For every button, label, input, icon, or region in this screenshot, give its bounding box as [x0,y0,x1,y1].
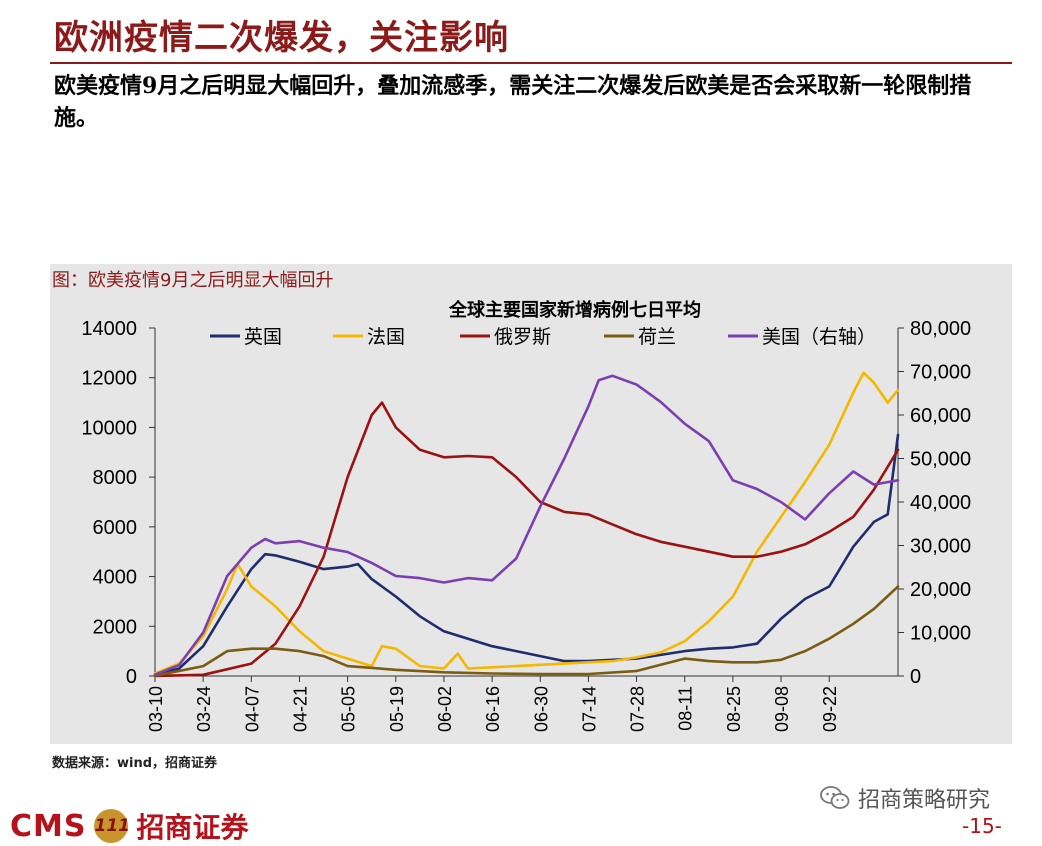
logo-cn-text: 招商证券 [136,811,249,844]
y-left-tick-label: 6000 [93,517,138,539]
page-subtitle: 欧美疫情9月之后明显大幅回升，叠加流感季，需关注二次爆发后欧美是否会采取新一轮限… [54,73,972,131]
logo-badge-icon: 111 [94,809,130,843]
data-source: 数据来源：wind，招商证券 [52,756,218,771]
x-tick-label: 06-02 [435,686,455,732]
company-logo: CMS 111 招商证券 [10,806,249,846]
title-divider [50,62,1012,64]
x-tick-label: 06-16 [483,686,503,732]
y-left-tick-label: 14000 [81,318,137,340]
series-line-1 [153,371,900,675]
legend-label: 美国（右轴） [762,326,876,348]
x-tick-label: 03-24 [194,686,214,732]
x-tick-label: 09-08 [772,686,792,732]
x-tick-label: 09-22 [820,686,840,732]
series-line-4 [153,374,900,677]
y-left-tick-label: 2000 [93,616,138,638]
y-left-tick-label: 10000 [81,417,137,439]
x-tick-label: 06-30 [531,686,551,732]
logo-cms-text: CMS [10,808,87,844]
legend-label: 英国 [244,326,282,348]
wechat-icon [820,786,850,809]
x-tick-label: 03-10 [146,686,166,732]
legend-label: 荷兰 [638,326,676,348]
page-number: -15- [962,814,1002,838]
wechat-account: 招商策略研究 [820,782,990,814]
legend-label: 法国 [367,326,405,348]
x-tick-label: 07-28 [628,686,648,732]
y-right-tick-label: 70,000 [910,362,971,384]
x-tick-label: 04-07 [242,686,262,732]
x-tick-label: 05-05 [339,686,359,732]
y-left-tick-label: 8000 [93,467,138,489]
figure-label: 图：欧美疫情9月之后明显大幅回升 [52,270,334,291]
x-tick-label: 08-11 [676,686,696,731]
page-title: 欧洲疫情二次爆发，关注影响 [54,18,509,58]
y-right-tick-label: 0 [910,666,921,688]
y-right-tick-label: 10,000 [910,623,971,645]
y-left-tick-label: 12000 [81,368,137,390]
chart-title: 全球主要国家新增病例七日平均 [448,299,701,321]
y-right-tick-label: 50,000 [910,449,971,471]
legend-label: 俄罗斯 [494,326,551,348]
y-right-tick-label: 60,000 [910,405,971,427]
x-tick-label: 05-19 [387,686,407,732]
y-right-tick-label: 30,000 [910,536,971,558]
y-right-tick-label: 20,000 [910,579,971,601]
series-line-3 [153,585,900,678]
series-line-0 [153,433,900,677]
y-right-tick-label: 40,000 [910,492,971,514]
y-right-tick-label: 80,000 [910,318,971,340]
series-line-2 [153,401,900,678]
wechat-account-name: 招商策略研究 [858,788,991,813]
x-tick-label: 04-21 [290,686,310,732]
x-tick-label: 07-14 [579,686,599,732]
y-left-tick-label: 4000 [93,567,138,589]
y-left-tick-label: 0 [126,666,137,688]
x-tick-label: 08-25 [724,686,744,732]
